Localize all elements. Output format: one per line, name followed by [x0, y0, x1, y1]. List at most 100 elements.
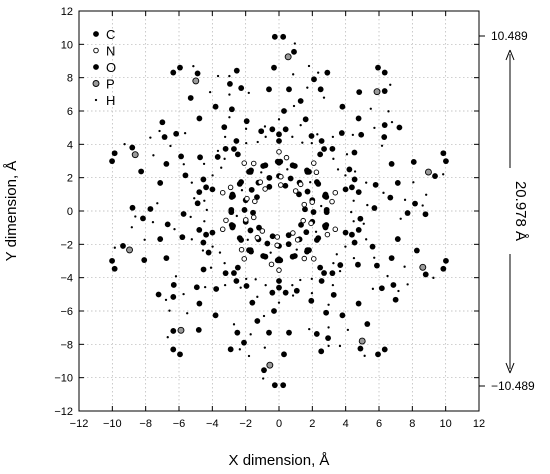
point-C: [289, 162, 296, 169]
dimension-arrow-head-bottom: [505, 362, 515, 374]
point-C: [280, 33, 287, 40]
point-C: [412, 200, 418, 207]
point-O: [388, 160, 395, 167]
point-H: [346, 328, 350, 332]
point-O: [221, 124, 228, 131]
point-O: [369, 243, 376, 250]
y-tick-label: 8: [67, 73, 73, 85]
point-N: [241, 160, 247, 166]
point-H: [151, 221, 155, 224]
point-O: [337, 262, 344, 268]
point-C: [269, 233, 276, 240]
point-N: [257, 179, 264, 185]
point-C: [381, 88, 388, 94]
point-H: [174, 275, 178, 278]
point-N: [294, 237, 301, 243]
point-H: [320, 204, 323, 208]
point-H: [344, 174, 347, 177]
point-C: [271, 382, 278, 389]
point-H: [386, 274, 389, 278]
point-H: [362, 222, 365, 225]
point-C: [322, 191, 329, 198]
point-O: [243, 283, 250, 289]
point-C: [266, 183, 273, 190]
point-O: [266, 86, 272, 93]
point-H: [314, 230, 318, 233]
x-axis-title: X dimension, Å: [229, 452, 330, 469]
point-O: [231, 270, 237, 276]
point-H: [228, 93, 231, 96]
point-C: [234, 264, 241, 271]
point-P: [126, 246, 133, 254]
point-C: [250, 209, 256, 216]
point-O: [266, 329, 272, 336]
point-C: [243, 118, 250, 125]
point-C: [313, 331, 320, 337]
point-C: [298, 221, 304, 228]
point-H: [149, 136, 152, 139]
point-H: [260, 171, 263, 174]
point-C: [304, 167, 310, 174]
point-H: [277, 301, 281, 304]
point-C: [236, 181, 243, 187]
point-H: [380, 144, 384, 147]
point-C: [392, 296, 399, 303]
legend-marker-H: [94, 98, 98, 102]
point-H: [168, 309, 171, 312]
point-H: [317, 71, 320, 74]
x-tick-label: 10: [440, 418, 452, 430]
point-H: [223, 262, 226, 265]
point-C: [238, 85, 245, 91]
legend-marker-O: [93, 64, 99, 70]
point-O: [372, 181, 379, 188]
point-C: [249, 299, 256, 306]
x-tick-label: −6: [173, 418, 186, 430]
x-tick-label: 8: [409, 418, 415, 430]
point-H: [208, 90, 212, 94]
point-C: [109, 158, 115, 165]
y-tick-label: 4: [67, 139, 73, 151]
point-H: [189, 215, 192, 219]
point-N: [259, 228, 266, 234]
x-tick-label: 12: [473, 418, 485, 430]
point-C: [164, 221, 171, 228]
point-O: [214, 154, 221, 160]
point-H: [365, 238, 368, 241]
grid: [79, 11, 479, 411]
point-C: [323, 309, 330, 316]
point-H: [299, 124, 302, 127]
point-O: [276, 131, 282, 138]
point-H: [306, 86, 309, 89]
x-tick-label: −8: [139, 418, 152, 430]
point-H: [211, 174, 214, 177]
point-C: [238, 237, 244, 243]
point-H: [373, 256, 376, 259]
point-H: [262, 377, 265, 380]
point-C: [111, 265, 118, 272]
x-tick-label: −10: [103, 418, 122, 430]
point-O: [163, 255, 170, 262]
point-O: [321, 270, 327, 276]
point-N: [254, 234, 261, 241]
point-H: [308, 327, 311, 331]
point-H: [351, 133, 355, 137]
point-C: [228, 106, 235, 113]
point-C: [285, 232, 292, 239]
point-H: [130, 226, 133, 229]
point-C: [355, 261, 361, 268]
x-tick-label: −4: [206, 418, 219, 430]
y-tick-label: −10: [54, 373, 73, 385]
series-O: [138, 64, 420, 358]
point-H: [169, 144, 172, 148]
point-C: [422, 211, 429, 218]
point-N: [219, 226, 226, 233]
point-H: [228, 116, 231, 119]
point-H: [332, 262, 335, 265]
point-C: [173, 130, 180, 137]
point-O: [281, 351, 287, 358]
point-H: [371, 287, 375, 290]
point-C: [371, 205, 378, 211]
point-H: [399, 217, 402, 220]
point-N: [301, 255, 308, 262]
